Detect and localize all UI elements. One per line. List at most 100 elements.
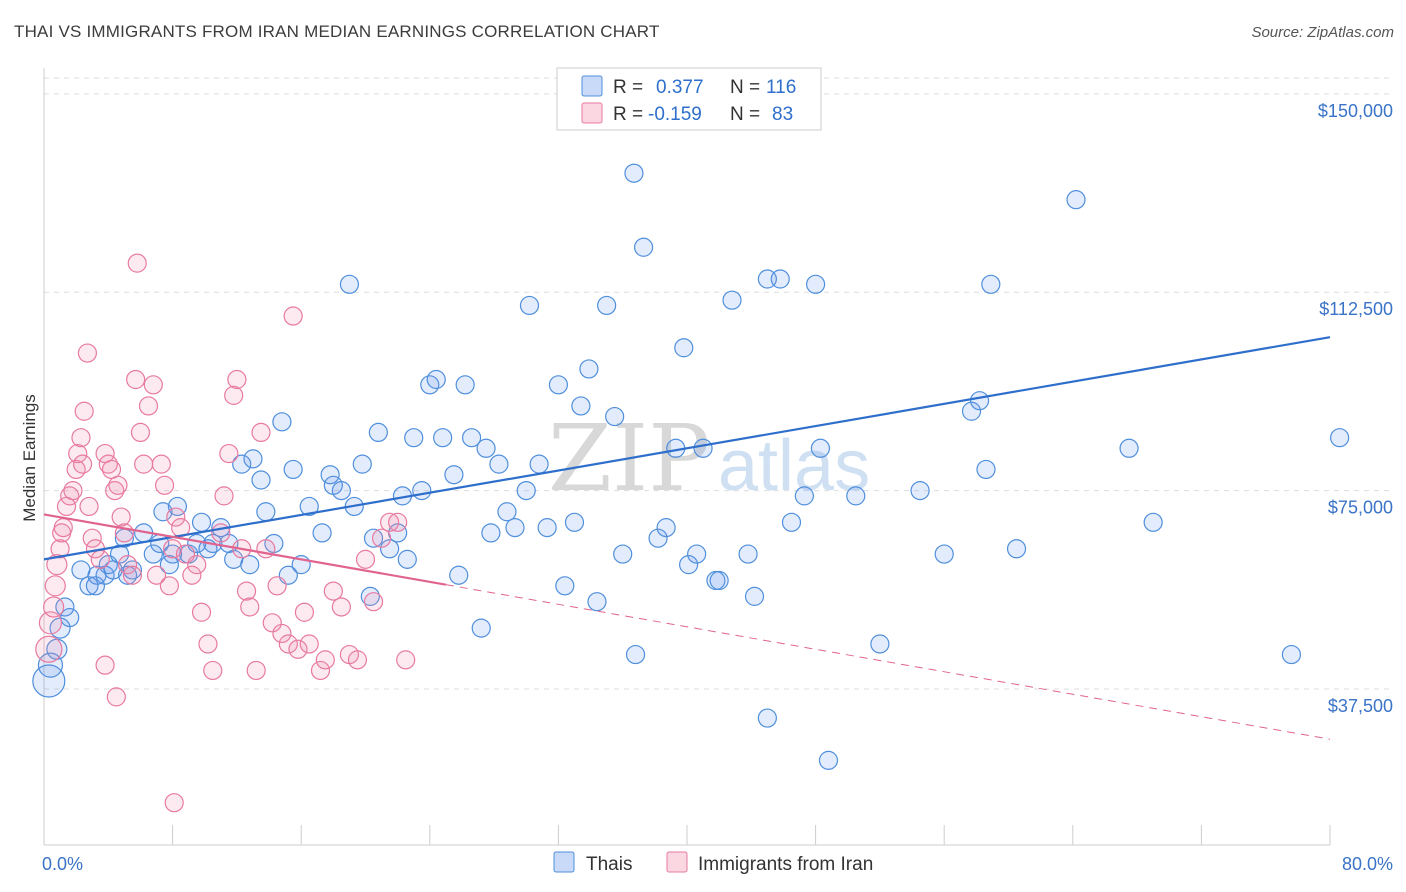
iran-point	[262, 613, 282, 633]
thais-point	[71, 560, 91, 580]
thais-point	[505, 518, 525, 538]
thais-point	[103, 560, 123, 580]
iran-point	[294, 602, 315, 622]
thais-point	[471, 618, 491, 638]
iran-point	[331, 597, 351, 617]
correlation-legend: R = 0.377 N = 116 R = -0.159 N = 83	[556, 67, 822, 131]
iran-point	[143, 375, 163, 395]
thais-point	[519, 295, 540, 316]
legend-n-label-2: N =	[730, 104, 760, 125]
thais-point	[571, 396, 591, 416]
iran-point	[50, 539, 70, 559]
thais-point	[757, 708, 777, 728]
iran-point	[227, 369, 247, 390]
iran-point	[74, 401, 94, 421]
thais-point	[489, 454, 509, 474]
iran-point	[111, 507, 131, 527]
thais-point	[961, 401, 982, 421]
thais-point	[597, 295, 617, 316]
thais-point	[251, 470, 271, 490]
iran-point	[71, 428, 91, 448]
thais-point	[449, 565, 469, 585]
thais-point	[272, 412, 292, 432]
axes	[43, 68, 1331, 846]
thais-point	[191, 512, 212, 532]
thais-point	[159, 555, 179, 575]
thais-point	[481, 523, 501, 543]
iran-point	[198, 634, 218, 654]
thais-point	[55, 597, 75, 617]
iran-point	[146, 565, 167, 585]
y-tick-labels: $37,500 $75,000 $112,500 $150,000	[1318, 101, 1393, 716]
thais-trend-line	[43, 336, 1331, 561]
thais-point	[744, 586, 765, 606]
iran-point	[299, 634, 319, 654]
thais-point	[1281, 644, 1302, 665]
thais-point	[537, 518, 557, 538]
thais-point	[976, 459, 996, 480]
thais-point	[232, 454, 252, 474]
source-label: Source: ZipAtlas.com	[1251, 24, 1394, 41]
thais-point	[679, 555, 699, 575]
thais-point	[625, 644, 646, 665]
thais-point	[256, 502, 276, 522]
iran-point	[363, 592, 384, 612]
thais-point	[548, 375, 569, 395]
y-tick-label: $112,500	[1319, 299, 1393, 319]
legend-item-iran: Immigrants from Iran	[698, 854, 873, 875]
thais-point	[805, 274, 826, 294]
iran-point	[106, 687, 126, 707]
thais-point	[444, 465, 464, 485]
thais-point	[404, 428, 424, 448]
thais-point	[846, 486, 866, 506]
thais-point	[910, 480, 930, 501]
thais-point	[781, 512, 802, 532]
thais-point	[674, 338, 694, 358]
legend-item-thais: Thais	[586, 854, 632, 875]
thais-point	[613, 544, 633, 564]
thais-point	[455, 375, 475, 395]
thais-point	[794, 486, 814, 506]
iran-point	[203, 660, 223, 681]
x-tick-label-max: 80.0%	[1342, 854, 1393, 874]
iran-point	[323, 581, 343, 601]
iran-point	[98, 454, 118, 474]
thais-point	[412, 480, 432, 501]
legend-r-value-1: 0.377	[656, 77, 704, 98]
iran-point	[347, 650, 368, 670]
series-iran-points	[35, 253, 416, 813]
legend-r-label-1: R =	[613, 77, 643, 98]
iran-point	[224, 385, 244, 405]
iran-point	[90, 549, 110, 569]
iran-point	[38, 611, 63, 635]
thais-point	[1119, 438, 1139, 458]
thais-point	[79, 576, 99, 596]
iran-point	[82, 528, 102, 548]
iran-point	[134, 454, 154, 474]
thais-point	[1066, 190, 1086, 210]
iran-point	[77, 343, 98, 363]
thais-point	[656, 518, 676, 538]
legend-r-value-2: -0.159	[648, 104, 702, 125]
thais-point	[555, 576, 575, 596]
thais-point	[360, 586, 380, 606]
legend-n-value-1: 116	[766, 77, 796, 98]
iran-point	[380, 512, 400, 532]
thais-point	[722, 290, 742, 310]
thais-point	[420, 375, 440, 395]
iran-point	[310, 660, 331, 681]
iran-trend-line-extrapolated	[445, 584, 1331, 740]
iran-point	[182, 565, 202, 585]
thais-point	[1006, 539, 1027, 559]
thais-point	[240, 555, 260, 575]
thais-point	[476, 438, 496, 458]
thais-point	[633, 237, 654, 257]
thais-point	[693, 438, 713, 458]
iran-point	[187, 555, 207, 575]
iran-point	[154, 475, 175, 495]
thais-point	[810, 438, 831, 458]
iran-point	[236, 581, 257, 601]
thais-point	[299, 496, 319, 517]
thais-point	[738, 544, 758, 564]
